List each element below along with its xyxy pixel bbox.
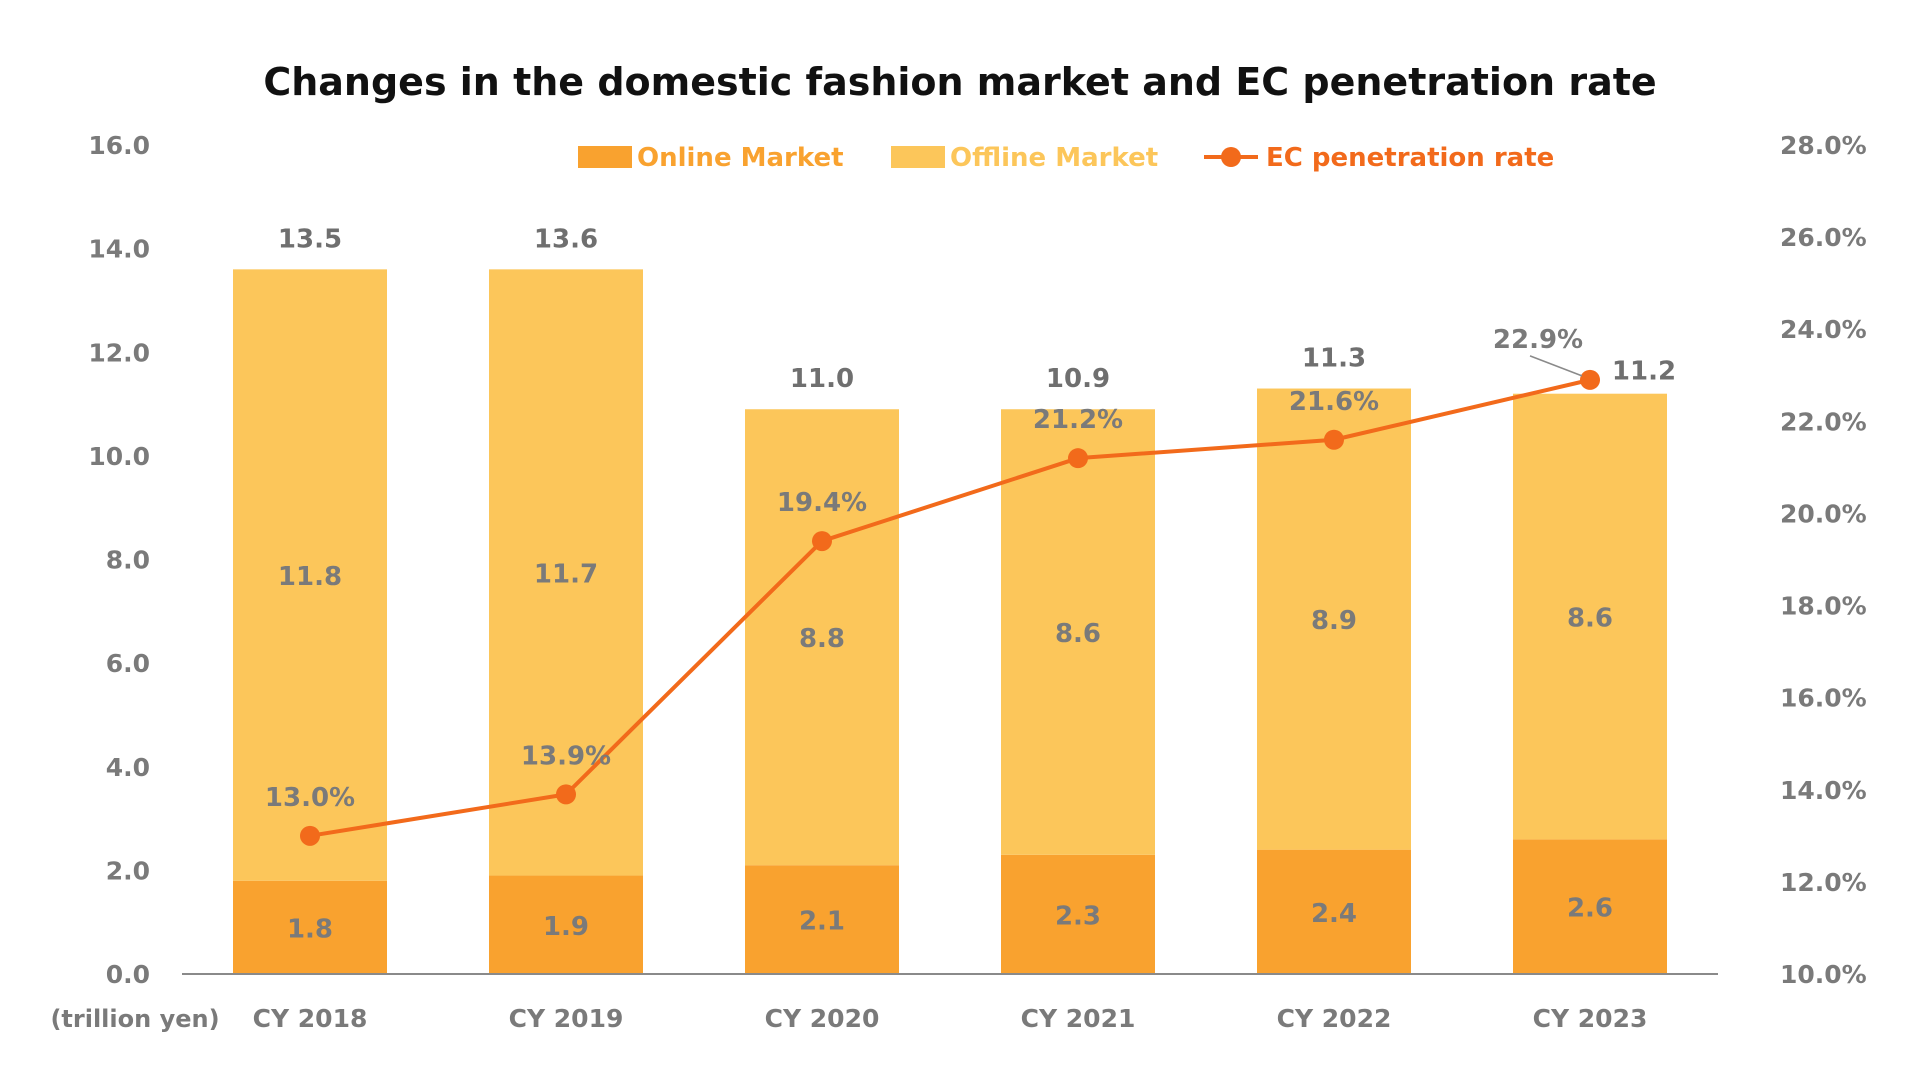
offline-value-label: 11.7 — [534, 559, 598, 589]
rate-value-label: 21.2% — [1033, 405, 1123, 435]
y-axis-left: 0.0 2.0 4.0 6.0 8.0 10.0 12.0 14.0 16.0 — [88, 131, 150, 989]
legend-swatch-offline — [891, 146, 945, 168]
rate-value-label: 13.9% — [521, 741, 611, 771]
y-tick-label: 10.0 — [88, 442, 150, 471]
bar-online — [1257, 849, 1411, 974]
rate-point — [1324, 429, 1344, 450]
rate-point — [300, 825, 320, 846]
total-value-label: 13.6 — [534, 224, 598, 254]
offline-value-label: 8.6 — [1055, 619, 1101, 649]
bar-online — [233, 880, 387, 974]
rate-point — [1580, 369, 1600, 390]
total-value-label: 10.9 — [1046, 364, 1110, 394]
y-tick-label: 0.0 — [106, 960, 150, 989]
y-tick-label: 2.0 — [106, 856, 150, 885]
total-value-label: 11.2 — [1612, 357, 1676, 387]
online-value-label: 2.3 — [1055, 901, 1101, 931]
legend-label-offline: Offline Market — [950, 143, 1158, 173]
rate-point — [812, 531, 832, 552]
rate-line-layer: 13.0% 13.9% 19.4% 21.2% 21.6% 22.9% — [265, 325, 1600, 846]
y2-tick-label: 24.0% — [1780, 315, 1867, 344]
x-tick-label: CY 2020 — [765, 1004, 880, 1033]
offline-value-label: 8.9 — [1311, 606, 1357, 636]
total-value-label: 11.0 — [790, 364, 854, 394]
y2-tick-label: 28.0% — [1780, 131, 1867, 160]
rate-value-label: 13.0% — [265, 783, 355, 813]
rate-value-label: 19.4% — [777, 488, 867, 518]
bar-offline — [489, 269, 643, 876]
rate-value-label: 22.9% — [1493, 325, 1583, 355]
y-axis-right: 10.0% 12.0% 14.0% 16.0% 18.0% 20.0% 22.0% 24.0%… — [1780, 131, 1867, 989]
rate-label-leader — [1529, 355, 1583, 377]
y2-tick-label: 20.0% — [1780, 499, 1867, 528]
y-tick-label: 16.0 — [88, 131, 150, 160]
bar-offline — [1513, 393, 1667, 840]
chart-title: Changes in the domestic fashion market a… — [263, 60, 1656, 104]
y-tick-label: 12.0 — [88, 338, 150, 367]
x-tick-label: CY 2022 — [1277, 1004, 1392, 1033]
unit-label: (trillion yen) — [50, 1005, 219, 1033]
online-value-label: 2.1 — [799, 907, 845, 937]
rate-point — [1068, 448, 1088, 469]
x-axis: CY 2018 CY 2019 CY 2020 CY 2021 CY 2022 CY 20… — [253, 1004, 1648, 1033]
offline-value-label: 8.8 — [799, 624, 845, 654]
y-tick-label: 8.0 — [106, 546, 150, 575]
rate-value-label: 21.6% — [1289, 387, 1379, 417]
online-value-label: 2.6 — [1567, 894, 1613, 924]
y2-tick-label: 14.0% — [1780, 776, 1867, 805]
y2-tick-label: 12.0% — [1780, 868, 1867, 897]
legend-label-rate: EC penetration rate — [1266, 143, 1554, 173]
online-value-label: 1.8 — [287, 914, 333, 944]
y-tick-label: 6.0 — [106, 649, 150, 678]
y2-tick-label: 26.0% — [1780, 223, 1867, 252]
y-tick-label: 14.0 — [88, 235, 150, 264]
bar-offline — [745, 409, 899, 866]
y-tick-label: 4.0 — [106, 753, 150, 782]
bar-offline — [1257, 388, 1411, 850]
offline-value-label: 11.8 — [278, 562, 342, 592]
legend: Online Market Offline Market EC penetratio… — [578, 143, 1554, 173]
offline-value-label: 8.6 — [1567, 603, 1613, 633]
bar-offline — [1001, 409, 1155, 855]
y2-tick-label: 22.0% — [1780, 407, 1867, 436]
bar-offline — [233, 269, 387, 881]
x-tick-label: CY 2018 — [253, 1004, 368, 1033]
bars: 1.8 11.8 13.5 1.9 11.7 13.6 2.1 8.8 11.0 2.3 8.6 10… — [233, 224, 1676, 974]
legend-swatch-online — [578, 146, 632, 168]
x-tick-label: CY 2019 — [509, 1004, 624, 1033]
total-value-label: 13.5 — [278, 224, 342, 254]
x-tick-label: CY 2021 — [1021, 1004, 1136, 1033]
bar-online — [1001, 854, 1155, 974]
online-value-label: 1.9 — [543, 912, 589, 942]
online-value-label: 2.4 — [1311, 899, 1357, 929]
y2-tick-label: 18.0% — [1780, 592, 1867, 621]
bar-online — [1513, 839, 1667, 974]
legend-marker-rate — [1221, 147, 1241, 167]
bar-online — [489, 875, 643, 974]
rate-line — [309, 377, 1591, 838]
legend-label-online: Online Market — [637, 143, 844, 173]
total-value-label: 11.3 — [1302, 344, 1366, 374]
y2-tick-label: 16.0% — [1780, 684, 1867, 713]
y2-tick-label: 10.0% — [1780, 960, 1867, 989]
rate-point — [556, 784, 576, 805]
x-tick-label: CY 2023 — [1533, 1004, 1648, 1033]
bar-online — [745, 865, 899, 974]
